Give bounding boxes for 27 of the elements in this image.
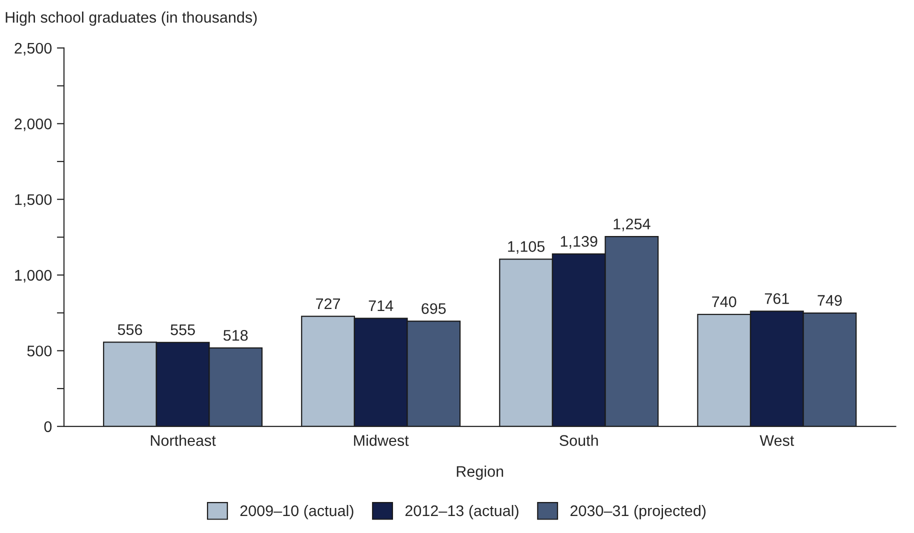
data-label: 714 bbox=[368, 300, 394, 311]
y-tick-label: 1,000 bbox=[15, 270, 52, 283]
data-label: 749 bbox=[818, 295, 842, 306]
y-tick-label: 2,500 bbox=[14, 42, 52, 56]
y-tick-label: 2,000 bbox=[14, 118, 52, 132]
y-tick-label: 0 bbox=[44, 421, 52, 432]
legend-label: 2009–10 (actual) bbox=[240, 504, 354, 520]
data-label: 727 bbox=[316, 298, 340, 310]
data-label: 556 bbox=[118, 324, 142, 336]
data-label: 740 bbox=[712, 296, 736, 308]
x-axis-title: Region bbox=[456, 466, 504, 480]
x-tick-label: Northeast bbox=[150, 434, 216, 446]
x-tick-label: South bbox=[560, 434, 598, 446]
data-label: 1,254 bbox=[614, 218, 650, 232]
x-tick-label: West bbox=[760, 435, 794, 446]
legend-label: 2030–31 (projected) bbox=[570, 504, 706, 520]
y-tick-label: 1,500 bbox=[15, 194, 52, 207]
data-label: 1,139 bbox=[560, 236, 598, 249]
y-axis-title: High school graduates (in thousands) bbox=[6, 12, 257, 26]
data-label: 518 bbox=[223, 330, 248, 341]
data-label: 1,105 bbox=[508, 241, 545, 254]
data-label: 761 bbox=[764, 293, 789, 304]
data-label: 695 bbox=[422, 303, 446, 314]
x-tick-label: Midwest bbox=[354, 434, 409, 446]
y-tick-label: 500 bbox=[27, 346, 52, 356]
data-label: 555 bbox=[170, 324, 195, 336]
legend-label: 2012–13 (actual) bbox=[405, 504, 518, 520]
